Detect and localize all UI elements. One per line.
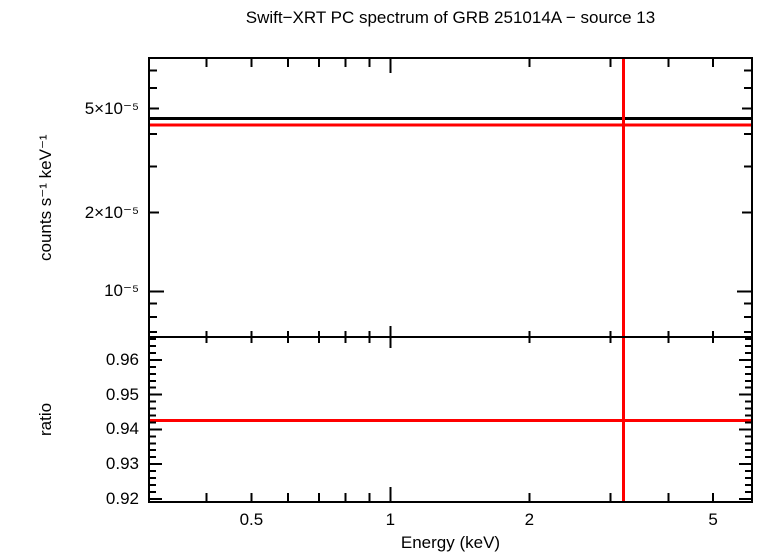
x-tick-label: 1 <box>385 510 396 529</box>
y-tick-label: 10⁻⁵ <box>104 281 139 300</box>
y-tick-label: 0.94 <box>105 419 139 438</box>
x-tick-label: 2 <box>524 510 535 529</box>
y-tick-label: 5×10⁻⁵ <box>84 99 139 118</box>
y-tick-label: 0.92 <box>105 489 139 508</box>
spectrum-panel-frame <box>148 57 753 338</box>
chart-title: Swift−XRT PC spectrum of GRB 251014A − s… <box>245 8 656 27</box>
y-tick-label: 0.96 <box>105 350 139 369</box>
y-tick-label: 2×10⁻⁵ <box>84 203 139 222</box>
y-tick-label: 0.95 <box>105 385 139 404</box>
ratio-panel-frame <box>148 336 753 503</box>
x-tick-label: 0.5 <box>239 510 264 529</box>
x-tick-label: 5 <box>708 510 718 529</box>
x-axis-label: Energy (keV) <box>400 533 501 552</box>
y-tick-label: 0.93 <box>105 454 139 473</box>
